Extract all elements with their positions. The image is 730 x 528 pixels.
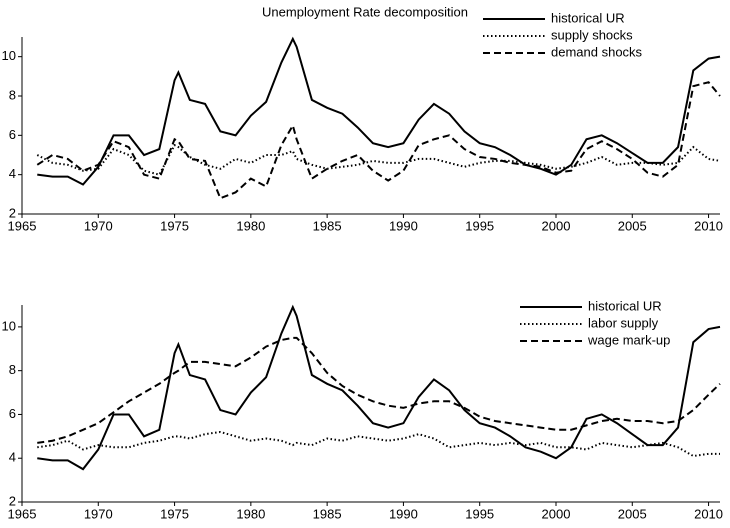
x-tick-label: 1965 (8, 506, 37, 521)
x-tick-label: 2010 (694, 506, 723, 521)
legend-label: wage mark-up (587, 332, 670, 347)
y-tick-label: 10 (2, 48, 16, 63)
x-tick-label: 1985 (313, 218, 342, 233)
y-tick-label: 4 (9, 450, 16, 465)
x-tick-label: 1970 (84, 218, 113, 233)
y-tick-label: 6 (9, 406, 16, 421)
x-tick-label: 2010 (694, 218, 723, 233)
legend-label: historical UR (588, 298, 662, 313)
x-tick-label: 1965 (8, 218, 37, 233)
series-line (36, 81, 721, 200)
y-tick-label: 6 (9, 127, 16, 142)
series-line (37, 430, 720, 458)
legend-label: supply shocks (551, 27, 633, 42)
y-tick-label: 8 (9, 362, 16, 377)
x-tick-label: 2005 (618, 506, 647, 521)
y-tick-label: 10 (2, 318, 16, 333)
x-tick-label: 1995 (465, 218, 494, 233)
series-line (36, 143, 721, 176)
chart-title: Unemployment Rate decomposition (262, 4, 468, 19)
x-tick-label: 1990 (389, 218, 418, 233)
series-line (37, 336, 721, 444)
legend-label: labor supply (588, 315, 659, 330)
x-tick-label: 1985 (313, 506, 342, 521)
x-tick-label: 2000 (542, 218, 571, 233)
x-tick-label: 1970 (84, 506, 113, 521)
y-tick-label: 2 (9, 493, 16, 508)
x-tick-label: 2005 (618, 218, 647, 233)
x-tick-label: 1975 (160, 506, 189, 521)
legend-label: demand shocks (551, 44, 643, 59)
y-tick-label: 4 (9, 166, 16, 181)
x-tick-label: 1980 (236, 218, 265, 233)
x-tick-label: 1975 (160, 218, 189, 233)
series-line (37, 36, 721, 186)
series-line (37, 304, 721, 471)
x-tick-label: 1995 (465, 506, 494, 521)
y-tick-label: 2 (9, 205, 16, 220)
x-tick-label: 1990 (389, 506, 418, 521)
legend-label: historical UR (551, 10, 625, 25)
x-tick-label: 2000 (542, 506, 571, 521)
y-tick-label: 8 (9, 87, 16, 102)
x-tick-label: 1980 (236, 506, 265, 521)
